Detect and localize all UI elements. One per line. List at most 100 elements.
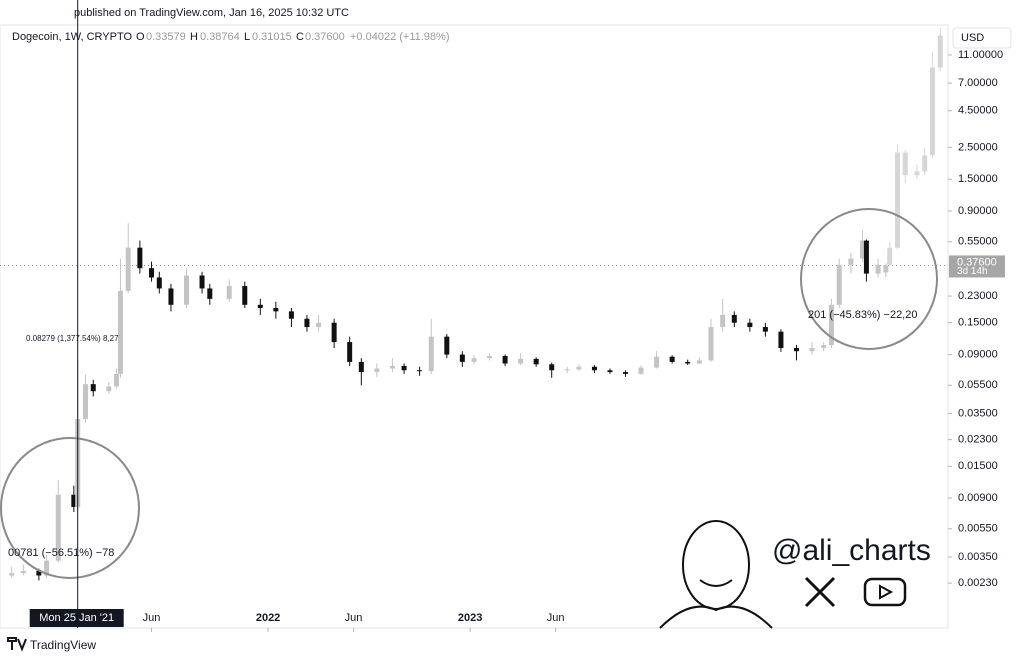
x-tick-label: Jun	[143, 612, 161, 624]
y-tick-label: 1.50000	[958, 173, 998, 185]
candle-body	[902, 152, 908, 176]
candle-body	[401, 365, 407, 371]
plot-frame	[0, 24, 949, 629]
y-tick-label: 0.15000	[958, 317, 998, 329]
candle-body	[288, 311, 294, 319]
candle-body	[82, 384, 88, 420]
candle-body	[821, 344, 827, 349]
candle-body	[207, 288, 213, 299]
price-tag-value: 0.37600	[957, 256, 997, 268]
candle-body	[90, 384, 96, 392]
candle-body	[9, 573, 15, 576]
y-tick-label: 0.01500	[958, 460, 998, 472]
candle-body	[720, 314, 726, 328]
y-tick-label: 2.50000	[958, 141, 998, 153]
candle-body	[331, 322, 337, 343]
y-tick-label: 0.00350	[958, 551, 998, 563]
candle-body	[887, 247, 893, 265]
candle-body	[836, 264, 842, 305]
candle-body	[922, 155, 928, 172]
candle-body	[316, 322, 322, 328]
candle-body	[304, 318, 310, 328]
candle-body	[502, 355, 508, 364]
h-label: H	[190, 31, 198, 43]
candle-body	[747, 322, 753, 328]
y-tick-label: 0.00900	[958, 492, 998, 504]
currency-box[interactable]	[952, 27, 1012, 49]
candle-body	[273, 307, 279, 312]
candle-body	[137, 247, 143, 269]
candle-body	[638, 367, 644, 374]
highlight-circle	[0, 437, 140, 579]
candle-body	[564, 369, 570, 371]
handle: @ali_charts	[772, 534, 931, 567]
x-tick-label: Jun	[345, 612, 363, 624]
candle-body	[257, 304, 263, 308]
candle-body	[487, 355, 493, 359]
y-tick-label: 0.02300	[958, 434, 998, 446]
candle-body	[518, 358, 524, 364]
candle-body	[71, 494, 77, 508]
candle-body	[809, 348, 815, 352]
candle-body	[242, 286, 248, 305]
candle-body	[654, 356, 660, 368]
candle-body	[149, 268, 155, 278]
x-tick-label: 2023	[458, 612, 482, 624]
candle-body	[848, 258, 854, 265]
candle-body	[471, 358, 477, 362]
youtube-play	[879, 584, 894, 600]
candle-body	[778, 331, 784, 349]
brand: TradingView	[30, 638, 96, 652]
candle-body	[549, 364, 555, 371]
candle-body	[731, 314, 737, 323]
candle-body	[36, 570, 42, 576]
candle-body	[20, 570, 26, 574]
candle-body	[762, 327, 768, 332]
currency[interactable]: USD	[961, 32, 984, 44]
y-tick-label: 0.00230	[958, 577, 998, 589]
candle-body	[696, 360, 702, 364]
y-tick-label: 11.00000	[958, 49, 1003, 61]
watermark: @ali_charts	[659, 520, 931, 629]
crosshair-label-box	[29, 609, 124, 627]
candle-body	[591, 366, 597, 371]
candle-body	[793, 348, 799, 352]
published-note: published on TradingView.com, Jan 16, 20…	[74, 7, 349, 19]
candle-body	[183, 275, 189, 305]
change: +0.04022 (+11.98%)	[350, 31, 449, 43]
c-label: C	[296, 31, 304, 43]
measure-label: 201 (−45.83%) −22,20	[808, 309, 917, 321]
symbol: Dogecoin, 1W, CRYPTO	[12, 31, 132, 43]
y-tick-label: 0.23000	[958, 290, 998, 302]
candle-body	[117, 290, 123, 374]
y-tick-label: 0.05500	[958, 379, 998, 391]
candle-body	[417, 370, 423, 372]
candle-body	[106, 386, 112, 392]
l-label: L	[244, 31, 250, 43]
candle-body	[828, 304, 834, 345]
measure-label: 00781 (−56.51%) −78	[8, 547, 114, 559]
candle-body	[226, 286, 232, 299]
candle-body	[894, 152, 900, 248]
candle-body	[607, 370, 613, 373]
x-tick-label: 2022	[256, 612, 280, 624]
crosshair-label: Mon 25 Jan '21	[39, 612, 114, 624]
avatar	[682, 520, 750, 610]
candle-body	[914, 171, 920, 176]
x-tick-label: Jun	[547, 612, 565, 624]
y-tick-label: 0.00550	[958, 523, 998, 535]
candle-body	[875, 264, 881, 274]
x-icon	[804, 576, 836, 608]
candle-body	[669, 356, 675, 362]
candle-body	[199, 275, 205, 289]
candle-body	[883, 265, 889, 273]
price-tag-countdown: 3d 14h	[957, 266, 988, 277]
candle-body	[459, 354, 465, 362]
candle-body	[156, 277, 162, 289]
measure-label: 0.08279 (1,377.54%) 8,27	[26, 334, 119, 343]
y-tick-label: 0.90000	[958, 205, 998, 217]
legend-header: Dogecoin, 1W, CRYPTO O 0.33579 H 0.38764…	[12, 31, 449, 43]
candle-body	[389, 365, 395, 369]
youtube-icon	[863, 577, 907, 607]
